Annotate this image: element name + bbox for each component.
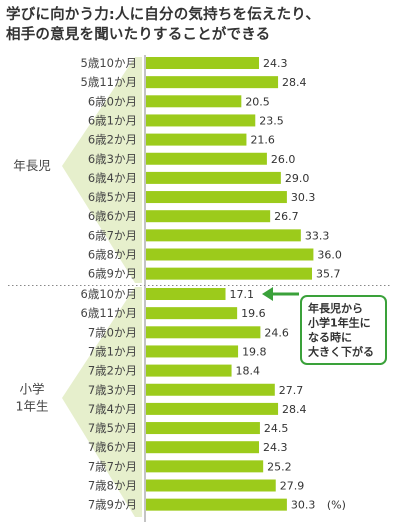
- category-label: 5歳10か月: [81, 56, 137, 70]
- category-label: 6歳0か月: [88, 94, 137, 108]
- category-label: 7歳6か月: [88, 440, 137, 454]
- data-label: 24.3: [263, 57, 288, 70]
- callout-text: 小学1年生に: [307, 316, 371, 330]
- category-label: 7歳4か月: [88, 402, 137, 416]
- category-label: 6歳3か月: [88, 152, 137, 166]
- category-label: 6歳4か月: [88, 171, 137, 185]
- category-label: 7歳2か月: [88, 364, 137, 378]
- bar: [146, 441, 259, 454]
- category-label: 7歳9か月: [88, 498, 137, 512]
- bar: [146, 229, 301, 242]
- data-label: 36.0: [317, 249, 342, 262]
- category-label: 7歳0か月: [88, 325, 137, 339]
- data-label: 21.6: [250, 134, 275, 147]
- data-label: 29.0: [285, 172, 310, 185]
- category-label: 6歳11か月: [81, 306, 137, 320]
- data-label: 24.5: [264, 422, 289, 435]
- bar: [146, 422, 260, 435]
- data-label: 30.3: [291, 191, 316, 204]
- bar: [146, 402, 279, 415]
- bar: [146, 76, 279, 89]
- callout-box: [300, 295, 387, 365]
- data-label: 26.7: [274, 210, 299, 223]
- bar: [146, 460, 264, 473]
- category-label: 7歳1か月: [88, 344, 137, 358]
- group-band-2: [62, 287, 142, 517]
- category-label: 6歳8か月: [88, 248, 137, 262]
- data-label: 25.2: [267, 460, 292, 473]
- bar: [146, 133, 247, 146]
- bar: [146, 479, 276, 492]
- bar: [146, 326, 261, 339]
- category-label: 6歳5か月: [88, 190, 137, 204]
- bar: [146, 95, 242, 108]
- category-label: 7歳8か月: [88, 479, 137, 493]
- data-label: 35.7: [316, 268, 341, 281]
- category-label: 7歳7か月: [88, 459, 137, 473]
- data-label: 28.4: [282, 403, 307, 416]
- bar: [146, 307, 238, 320]
- data-label: 20.5: [245, 95, 270, 108]
- category-label: 6歳9か月: [88, 267, 137, 281]
- bar: [146, 498, 287, 511]
- bar: [146, 57, 259, 69]
- data-label: 28.4: [282, 76, 307, 89]
- category-label: 6歳1か月: [88, 113, 137, 127]
- callout-arrow-head: [262, 287, 273, 301]
- bar: [146, 248, 314, 261]
- bar: [146, 210, 271, 223]
- bar: [146, 191, 287, 204]
- data-label: 19.8: [242, 345, 267, 358]
- bar: [146, 383, 275, 396]
- bar: [146, 345, 239, 358]
- category-label: 7歳3か月: [88, 383, 137, 397]
- bar: [146, 288, 226, 300]
- data-label: 27.7: [279, 384, 304, 397]
- callout-text: なる時に: [308, 330, 352, 344]
- unit-label: (%): [327, 499, 346, 512]
- data-label: 18.4: [236, 365, 261, 378]
- callout-text: 大きく下がる: [308, 345, 374, 359]
- data-label: 27.9: [280, 480, 305, 493]
- data-label: 33.3: [305, 229, 330, 242]
- category-label: 6歳10か月: [81, 287, 137, 301]
- data-label: 24.6: [264, 326, 289, 339]
- title-line-2: 相手の意見を聞いたりすることができる: [6, 27, 271, 43]
- data-label: 24.3: [263, 441, 288, 454]
- callout-text: 年長児から: [308, 301, 363, 315]
- category-label: 6歳6か月: [88, 209, 137, 223]
- bar: [146, 114, 256, 127]
- data-label: 19.6: [241, 307, 266, 320]
- data-label: 30.3: [291, 499, 316, 512]
- group-label-1: 年長児: [13, 158, 51, 173]
- bar: [146, 152, 267, 165]
- category-label: 6歳7か月: [88, 228, 137, 242]
- bar: [146, 364, 232, 377]
- page-title: 学びに向かう力:人に自分の気持ちを伝えたり、 相手の意見を聞いたりすることができ…: [6, 5, 396, 45]
- bar: [146, 171, 281, 184]
- data-label: 26.0: [271, 153, 296, 166]
- data-label: 17.1: [230, 288, 255, 301]
- group-label-2: 小学: [19, 382, 44, 397]
- category-label: 7歳5か月: [88, 421, 137, 435]
- data-label: 23.5: [259, 114, 284, 127]
- category-label: 5歳11か月: [81, 75, 137, 89]
- category-label: 6歳2か月: [88, 133, 137, 147]
- bar: [146, 267, 313, 280]
- title-line-1: 学びに向かう力:人に自分の気持ちを伝えたり、: [6, 7, 321, 23]
- group-label-2: 1年生: [16, 399, 49, 414]
- group-band-1: [62, 57, 142, 283]
